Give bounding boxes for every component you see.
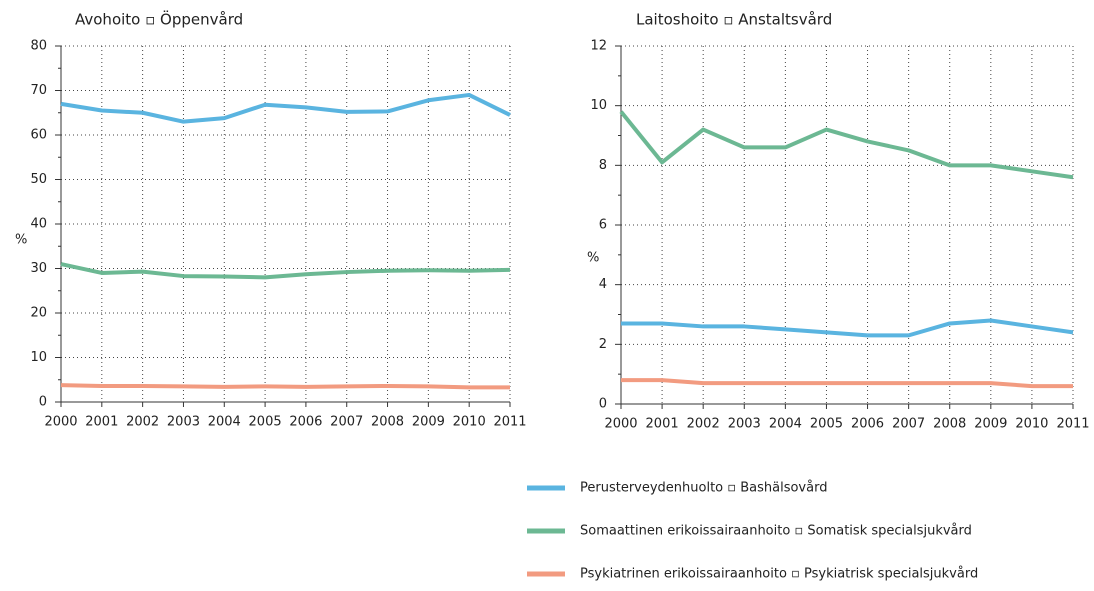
x-tick-label: 2003 (728, 417, 761, 432)
x-tick-label: 2002 (126, 415, 159, 430)
legend-label: Psykiatrinen erikoissairaanhoito ▫ Psyki… (580, 567, 978, 582)
chart-title: Laitoshoito ▫ Anstaltsvård (636, 11, 832, 29)
series-line (60, 92, 511, 124)
x-tick-label: 2008 (371, 415, 404, 430)
x-tick-label: 2009 (974, 417, 1007, 432)
x-tick-label: 2004 (769, 417, 802, 432)
y-tick-label: 0 (599, 397, 607, 412)
y-axis-label: % (15, 233, 27, 248)
y-tick-label: 12 (590, 39, 607, 54)
series-line (621, 318, 1074, 338)
y-tick-label: 70 (30, 83, 47, 98)
x-tick-label: 2001 (646, 417, 679, 432)
x-tick-label: 2011 (1056, 417, 1089, 432)
y-tick-label: 50 (30, 172, 47, 187)
y-tick-label: 6 (599, 218, 607, 233)
x-tick-label: 2003 (167, 415, 200, 430)
chart-title: Avohoito ▫ Öppenvård (75, 10, 243, 29)
y-tick-label: 0 (39, 395, 47, 410)
x-tick-label: 2000 (44, 415, 77, 430)
x-tick-label: 2005 (249, 415, 282, 430)
x-tick-label: 2006 (289, 415, 322, 430)
x-tick-label: 2000 (604, 417, 637, 432)
series-line (619, 110, 1074, 180)
x-tick-label: 2007 (892, 417, 925, 432)
x-tick-label: 2001 (85, 415, 118, 430)
legend-label: Somaattinen erikoissairaanhoito ▫ Somati… (580, 524, 972, 539)
x-tick-label: 2004 (208, 415, 241, 430)
y-tick-label: 20 (30, 306, 47, 321)
x-tick-label: 2008 (933, 417, 966, 432)
x-tick-label: 2009 (412, 415, 445, 430)
x-tick-label: 2006 (851, 417, 884, 432)
series-line (60, 383, 510, 390)
y-tick-label: 40 (30, 217, 47, 232)
x-tick-label: 2011 (493, 415, 526, 430)
x-tick-label: 2005 (810, 417, 843, 432)
y-tick-label: 4 (599, 277, 607, 292)
y-tick-label: 2 (599, 337, 607, 352)
y-tick-label: 60 (30, 128, 47, 143)
y-tick-label: 30 (30, 261, 47, 276)
series-line (60, 262, 511, 280)
y-tick-label: 10 (590, 98, 607, 113)
legend-label: Perusterveydenhuolto ▫ Bashälsovård (580, 481, 827, 496)
y-axis-label: % (587, 251, 599, 266)
y-tick-label: 80 (30, 39, 47, 54)
y-tick-label: 8 (599, 158, 607, 173)
x-tick-label: 2010 (453, 415, 486, 430)
y-tick-label: 10 (30, 350, 47, 365)
x-tick-label: 2002 (687, 417, 720, 432)
series-line (621, 378, 1073, 389)
x-tick-label: 2007 (330, 415, 363, 430)
x-tick-label: 2010 (1015, 417, 1048, 432)
